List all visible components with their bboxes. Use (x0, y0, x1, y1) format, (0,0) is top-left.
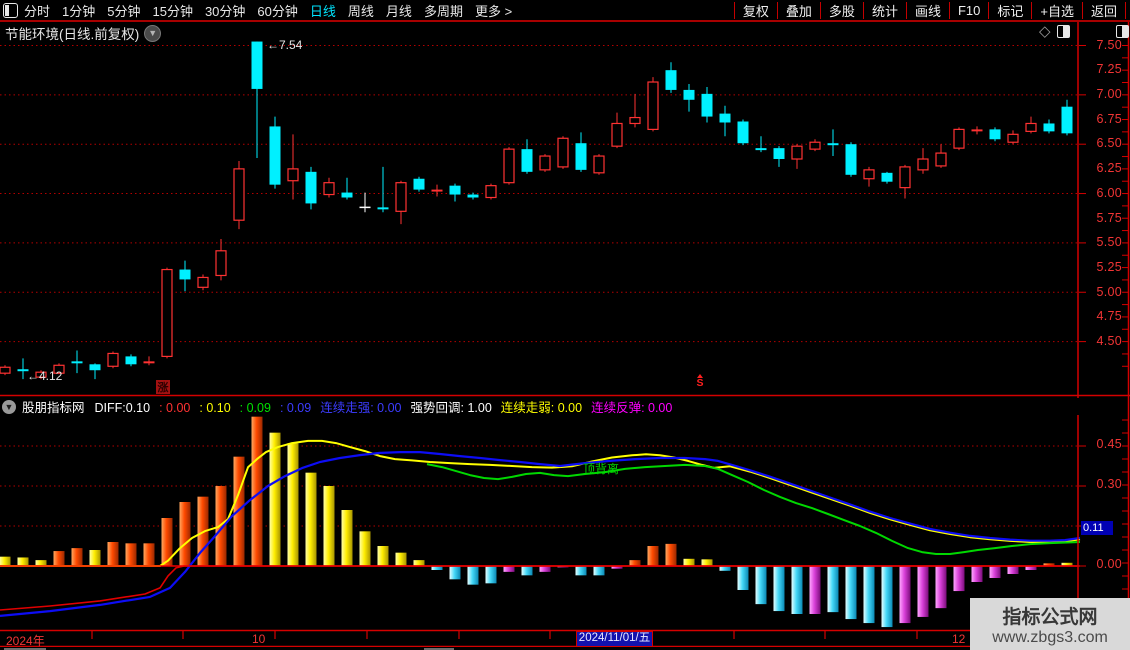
indicator-value: DIFF:0.10 (94, 400, 151, 415)
indicator-value: 连续走弱: 0.00 (500, 400, 583, 415)
menu-item-日线[interactable]: 日线 (309, 4, 336, 19)
watermark-box: 指标公式网 www.zbgs3.com (970, 598, 1130, 650)
page-title: 节能环境(日线.前复权) (5, 27, 140, 42)
watermark-title: 指标公式网 (1002, 607, 1098, 628)
indicator-source-label: 股朋指标网 (22, 401, 85, 415)
tool-button-统计[interactable]: 统计 (871, 4, 898, 19)
date-label: 10 (252, 632, 266, 646)
tool-button-标记[interactable]: 标记 (997, 4, 1024, 19)
high-price-annotation: ←7.54 (267, 38, 303, 52)
indicator-header: ▼ 股朋指标网 DIFF:0.10 : 0.00 : 0.10 : 0.09 : 0.0… (0, 398, 1080, 415)
indicator-value: : 0.10 (199, 400, 231, 415)
low-price-annotation: ←4.12 (27, 369, 63, 383)
menu-separator (905, 2, 907, 19)
date-highlight: 2024/11/01/五 (576, 631, 653, 647)
limit-up-marker: 涨 (156, 380, 170, 394)
tool-button-F10[interactable]: F10 (957, 3, 981, 18)
diamond-icon[interactable]: ◇ (1039, 23, 1051, 40)
title-bar: 节能环境(日线.前复权) ▼ (5, 23, 162, 43)
indicator-value: 连续走强: 0.00 (320, 400, 402, 415)
menu-separator (988, 2, 990, 19)
tool-button-返回[interactable]: 返回 (1090, 4, 1117, 19)
menu-separator (1031, 2, 1033, 19)
watermark-url: www.zbgs3.com (992, 629, 1108, 646)
menu-separator (1125, 2, 1126, 19)
menu-item-30分钟[interactable]: 30分钟 (204, 4, 246, 19)
price-axis-label: 5.25 (1096, 259, 1122, 274)
price-axis-label: 6.75 (1096, 111, 1122, 126)
top-divergence-label: 顶背离 (583, 462, 620, 476)
menu-separator (776, 2, 778, 19)
tool-button-+自选[interactable]: +自选 (1040, 4, 1074, 19)
menu-item-5分钟[interactable]: 5分钟 (107, 4, 141, 19)
price-axis-label: 5.75 (1096, 210, 1122, 225)
indicator-axis-label: 0.45 (1096, 436, 1122, 451)
menu-item-1分钟[interactable]: 1分钟 (62, 4, 96, 19)
price-axis-label: 5.00 (1096, 284, 1122, 299)
top-menu-bar: 分时 1分钟 5分钟 15分钟 30分钟 60分钟 日线 周线 月线 多周期 更多 > 复权 叠加 多股… (0, 0, 1130, 21)
price-axis-label: 6.00 (1096, 185, 1122, 200)
price-axis-label: 7.25 (1096, 62, 1122, 77)
menu-item-15分钟[interactable]: 15分钟 (152, 4, 193, 19)
menu-separator (862, 2, 864, 19)
price-axis-label: 5.50 (1096, 235, 1122, 250)
tool-menu: 复权 叠加 多股 统计 画线 F10 标记 +自选 返回 (733, 0, 1126, 21)
indicator-value: 强势回调: 1.00 (410, 400, 492, 415)
indicator-value: : 0.09 (239, 400, 271, 415)
tool-button-叠加[interactable]: 叠加 (785, 4, 812, 19)
menu-separator (819, 2, 821, 19)
tool-button-多股[interactable]: 多股 (828, 4, 855, 19)
price-axis-label: 6.50 (1096, 136, 1122, 151)
menu-item-周线[interactable]: 周线 (347, 4, 374, 19)
date-label: 12 (952, 632, 966, 646)
indicator-axis-label: 0.00 (1096, 557, 1122, 571)
price-axis-label: 6.25 (1096, 161, 1122, 176)
chevron-down-icon[interactable]: ▼ (2, 399, 16, 414)
current-value-badge: 0.11 (1081, 521, 1113, 535)
date-label: 2024年 (6, 634, 45, 648)
menu-item-分时[interactable]: 分时 (24, 4, 51, 19)
panel-maximize-icon[interactable] (1116, 25, 1129, 38)
menu-item-月线[interactable]: 月线 (385, 4, 412, 19)
tool-button-复权[interactable]: 复权 (742, 4, 769, 19)
menu-item-多周期[interactable]: 多周期 (423, 4, 463, 19)
triangle-up-icon (697, 374, 703, 378)
chevron-down-icon[interactable]: ▼ (144, 24, 162, 42)
price-axis-label: 7.50 (1096, 37, 1122, 52)
menu-separator (733, 2, 735, 19)
indicator-value: 连续反弹: 0.00 (591, 400, 673, 415)
menu-item-更多 >[interactable]: 更多 > (474, 4, 513, 19)
price-axis-label: 4.75 (1096, 309, 1122, 324)
bottom-cut-row (0, 647, 1130, 650)
window-split-icon[interactable] (3, 3, 18, 18)
price-axis-label: 4.50 (1096, 333, 1122, 348)
tool-button-画线[interactable]: 画线 (914, 4, 941, 19)
price-axis-label: 7.00 (1096, 87, 1122, 102)
indicator-value: : 0.00 (159, 400, 191, 415)
menu-separator (1081, 2, 1083, 19)
indicator-value: : 0.09 (279, 400, 312, 415)
menu-separator (948, 2, 950, 19)
indicator-values: DIFF:0.10 : 0.00 : 0.10 : 0.09 : 0.09 连续走强: 0… (95, 397, 682, 417)
menu-item-60分钟[interactable]: 60分钟 (257, 4, 298, 19)
indicator-axis-label: 0.30 (1096, 476, 1122, 491)
period-menu: 分时 1分钟 5分钟 15分钟 30分钟 60分钟 日线 周线 月线 多周期 更多 > (24, 1, 512, 20)
panel-toggle-icon[interactable] (1057, 25, 1070, 38)
sell-signal-marker: S (693, 374, 707, 388)
